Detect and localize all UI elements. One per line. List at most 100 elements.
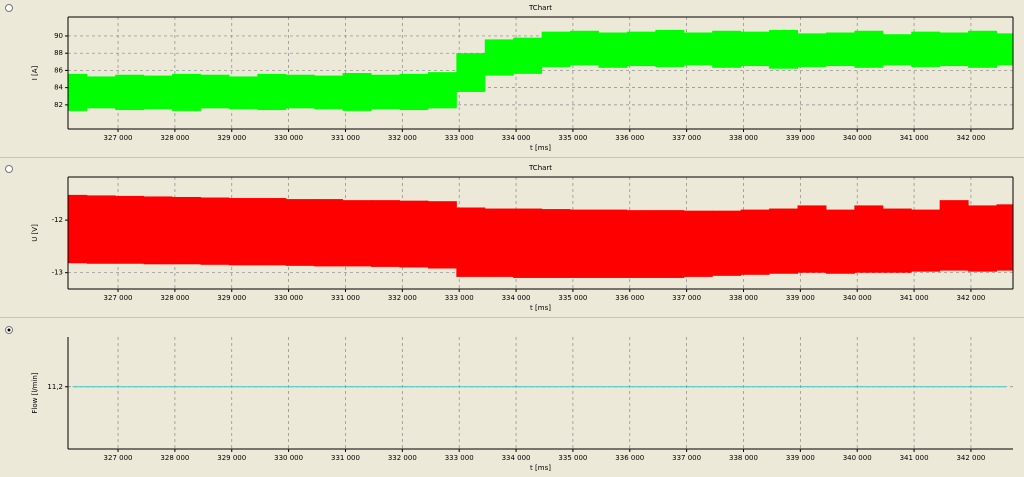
x-tick-label: 335 000 xyxy=(558,294,587,302)
x-tick-label: 336 000 xyxy=(615,294,644,302)
signal-band xyxy=(285,199,315,266)
y-tick-label: 11,2 xyxy=(47,383,63,391)
x-tick-label: 330 000 xyxy=(274,454,303,462)
signal-band xyxy=(456,207,486,277)
signal-band xyxy=(484,208,514,277)
x-tick-label: 341 000 xyxy=(900,134,929,142)
signal-band xyxy=(513,37,543,74)
chart-panel: TChart t [ms] U [V] 327 000 328 000 329 000 33… xyxy=(31,164,1014,312)
x-axis-label: t [ms] xyxy=(530,464,551,472)
x-tick-label: 335 000 xyxy=(558,454,587,462)
chart-title: TChart xyxy=(528,164,552,172)
x-tick-label: 334 000 xyxy=(502,454,531,462)
y-tick-label: -13 xyxy=(52,269,63,277)
x-tick-label: 341 000 xyxy=(900,454,929,462)
x-tick-label: 335 000 xyxy=(558,134,587,142)
x-tick-label: 340 000 xyxy=(843,454,872,462)
x-tick-label: 338 000 xyxy=(729,134,758,142)
signal-band xyxy=(68,194,88,264)
x-tick-label: 333 000 xyxy=(445,454,474,462)
signal-band xyxy=(854,30,884,68)
signal-band xyxy=(712,210,742,276)
signal-band xyxy=(598,32,628,68)
chart-panel: TChart t [ms] I [A] 327 000 328 000 329 000 33… xyxy=(31,4,1014,152)
x-tick-label: 334 000 xyxy=(502,134,531,142)
x-tick-label: 330 000 xyxy=(274,294,303,302)
signal-band xyxy=(911,209,941,272)
signal-band xyxy=(655,210,685,278)
x-tick-label: 329 000 xyxy=(217,454,246,462)
signal-band xyxy=(996,33,1013,66)
y-tick-label: 86 xyxy=(54,66,63,74)
x-tick-label: 327 000 xyxy=(104,454,133,462)
radio-button[interactable] xyxy=(5,4,13,12)
signal-band xyxy=(712,30,742,68)
x-tick-label: 336 000 xyxy=(615,454,644,462)
x-tick-label: 327 000 xyxy=(104,134,133,142)
x-tick-label: 327 000 xyxy=(104,294,133,302)
signal-band xyxy=(825,209,855,274)
y-tick-label: 84 xyxy=(54,84,63,92)
x-tick-label: 332 000 xyxy=(388,134,417,142)
signal-band xyxy=(683,32,713,66)
signal-band xyxy=(570,30,599,66)
signal-band xyxy=(797,33,827,67)
signal-band xyxy=(342,73,372,111)
plot-area xyxy=(68,194,1013,278)
signal-band xyxy=(570,209,599,278)
signal-band xyxy=(825,32,855,67)
x-tick-label: 328 000 xyxy=(160,294,189,302)
y-tick-label: -12 xyxy=(52,216,63,224)
signal-band xyxy=(285,74,315,109)
signal-band xyxy=(228,198,258,266)
x-tick-label: 328 000 xyxy=(160,134,189,142)
signal-band xyxy=(172,73,201,111)
x-tick-label: 332 000 xyxy=(388,454,417,462)
x-tick-label: 331 000 xyxy=(331,134,360,142)
signal-band xyxy=(371,74,400,110)
x-tick-label: 339 000 xyxy=(786,294,815,302)
signal-band xyxy=(626,31,656,67)
x-tick-label: 329 000 xyxy=(217,294,246,302)
y-tick-label: 88 xyxy=(54,49,63,57)
x-axis-label: t [ms] xyxy=(530,304,551,312)
signal-band xyxy=(427,201,457,269)
signal-band xyxy=(68,73,88,111)
chart-title: TChart xyxy=(528,4,552,12)
x-tick-label: 342 000 xyxy=(956,294,985,302)
signal-band xyxy=(200,74,230,109)
signal-band xyxy=(797,205,827,273)
x-tick-label: 328 000 xyxy=(160,454,189,462)
y-tick-label: 82 xyxy=(54,101,63,109)
x-tick-label: 338 000 xyxy=(729,294,758,302)
signal-band xyxy=(541,31,571,67)
plot-area xyxy=(68,29,1013,111)
signal-band xyxy=(939,32,969,67)
signal-band xyxy=(513,208,543,278)
x-tick-label: 337 000 xyxy=(672,294,701,302)
signal-band xyxy=(172,196,201,265)
signal-band xyxy=(115,74,145,111)
signal-band xyxy=(911,31,941,67)
x-tick-label: 329 000 xyxy=(217,134,246,142)
signal-band xyxy=(996,204,1013,271)
signal-band xyxy=(683,210,713,277)
signal-band xyxy=(342,200,372,267)
x-tick-label: 333 000 xyxy=(445,134,474,142)
signal-band xyxy=(456,53,486,92)
radio-button[interactable] xyxy=(5,165,13,173)
signal-band xyxy=(257,73,287,111)
signal-band xyxy=(769,208,799,274)
signal-band xyxy=(541,209,571,278)
signal-band xyxy=(143,75,173,110)
signal-band xyxy=(399,73,429,111)
signal-band xyxy=(655,29,685,67)
x-tick-label: 341 000 xyxy=(900,294,929,302)
signal-band xyxy=(484,39,514,76)
x-tick-label: 336 000 xyxy=(615,134,644,142)
signal-band xyxy=(626,210,656,278)
x-tick-label: 332 000 xyxy=(388,294,417,302)
x-tick-label: 340 000 xyxy=(843,134,872,142)
